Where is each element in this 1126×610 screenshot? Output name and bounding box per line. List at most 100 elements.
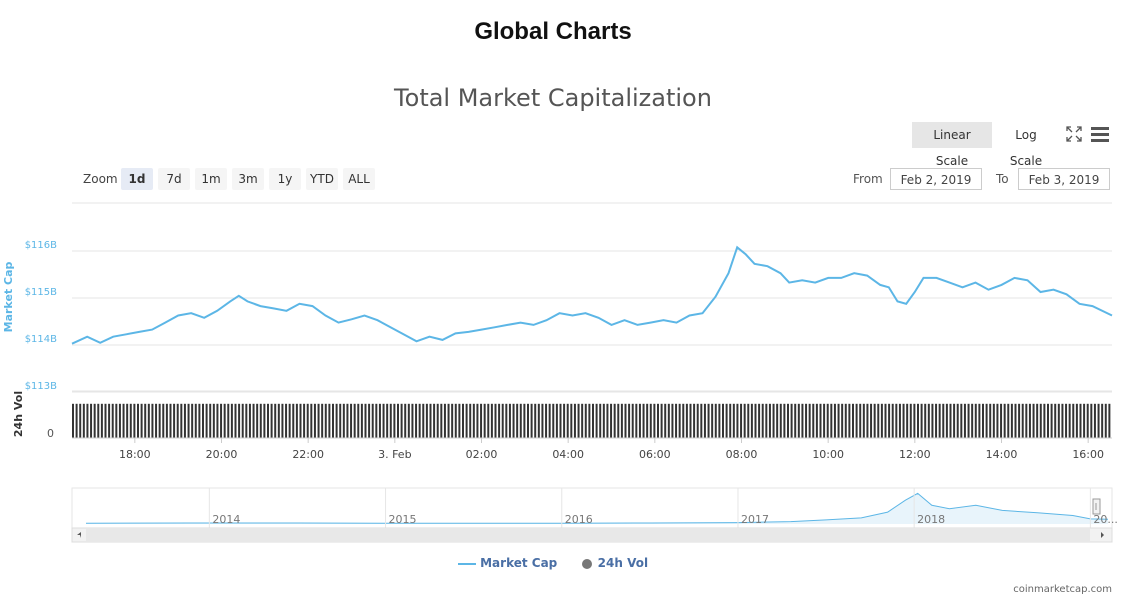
volume-bar[interactable] [238, 403, 241, 438]
volume-bar[interactable] [97, 403, 100, 438]
volume-bar[interactable] [570, 403, 573, 438]
volume-bar[interactable] [776, 403, 779, 438]
volume-bar[interactable] [953, 403, 956, 438]
volume-bar[interactable] [573, 403, 576, 438]
volume-bar[interactable] [443, 403, 446, 438]
volume-bar[interactable] [805, 403, 808, 438]
volume-bar[interactable] [523, 403, 526, 438]
volume-bar[interactable] [1079, 403, 1082, 438]
volume-bar[interactable] [920, 403, 923, 438]
volume-bar[interactable] [866, 403, 869, 438]
volume-bar[interactable] [310, 403, 313, 438]
volume-bar[interactable] [1057, 403, 1060, 438]
volume-bar[interactable] [234, 403, 237, 438]
scroll-right-arrow-icon[interactable] [1101, 532, 1104, 538]
volume-bar[interactable] [191, 403, 194, 438]
volume-bar[interactable] [1003, 403, 1006, 438]
volume-bar[interactable] [815, 403, 818, 438]
volume-bar[interactable] [996, 403, 999, 438]
volume-bar[interactable] [552, 403, 555, 438]
volume-bar[interactable] [364, 403, 367, 438]
volume-bar[interactable] [288, 403, 291, 438]
volume-bar[interactable] [378, 403, 381, 438]
volume-bar[interactable] [248, 403, 251, 438]
volume-bar[interactable] [989, 403, 992, 438]
volume-bar[interactable] [100, 403, 103, 438]
volume-bar[interactable] [299, 403, 302, 438]
volume-bar[interactable] [917, 403, 919, 438]
volume-bar[interactable] [1050, 403, 1053, 438]
volume-bar[interactable] [722, 403, 724, 438]
legend-item-24h-vol[interactable]: 24h Vol [581, 556, 648, 570]
volume-bar[interactable] [158, 403, 161, 438]
volume-bar[interactable] [942, 403, 945, 438]
volume-bar[interactable] [111, 403, 114, 438]
volume-bar[interactable] [675, 403, 678, 438]
volume-bar[interactable] [360, 403, 363, 438]
volume-bar[interactable] [108, 403, 111, 438]
volume-bar[interactable] [335, 403, 338, 438]
volume-bar[interactable] [617, 403, 620, 438]
volume-bar[interactable] [382, 403, 385, 438]
volume-bar[interactable] [202, 403, 204, 438]
volume-bar[interactable] [772, 403, 775, 438]
volume-bar[interactable] [1108, 403, 1111, 438]
volume-bar[interactable] [613, 403, 616, 438]
volume-bar[interactable] [902, 403, 905, 438]
volume-bar[interactable] [870, 403, 873, 438]
volume-bar[interactable] [183, 403, 186, 438]
volume-bar[interactable] [306, 403, 309, 438]
volume-bar[interactable] [555, 403, 558, 438]
volume-bar[interactable] [129, 403, 132, 438]
volume-bar[interactable] [155, 403, 158, 438]
volume-bar[interactable] [212, 403, 215, 438]
volume-bar[interactable] [566, 403, 569, 438]
volume-bar[interactable] [855, 403, 858, 438]
volume-bar[interactable] [397, 403, 399, 438]
volume-bar[interactable] [823, 403, 826, 438]
volume-bar[interactable] [653, 403, 656, 438]
volume-bar[interactable] [118, 403, 121, 438]
volume-bar[interactable] [498, 403, 501, 438]
volume-bar[interactable] [342, 403, 345, 438]
volume-bar[interactable] [736, 403, 739, 438]
volume-bar[interactable] [472, 403, 475, 438]
zoom-1d-button[interactable]: 1d [121, 168, 153, 190]
volume-bar[interactable] [620, 403, 623, 438]
volume-bar[interactable] [1028, 403, 1031, 438]
volume-bar[interactable] [707, 403, 710, 438]
volume-bar[interactable] [660, 403, 663, 438]
volume-bar[interactable] [1039, 403, 1042, 438]
volume-bar[interactable] [787, 403, 789, 438]
volume-bar[interactable] [411, 403, 414, 438]
volume-bar[interactable] [877, 403, 880, 438]
volume-bar[interactable] [93, 403, 96, 438]
volume-bar[interactable] [848, 403, 851, 438]
volume-bar[interactable] [303, 403, 306, 438]
volume-bar[interactable] [588, 403, 591, 438]
volume-bar[interactable] [859, 403, 862, 438]
volume-bar[interactable] [577, 403, 580, 438]
volume-bar[interactable] [545, 403, 548, 438]
volume-bar[interactable] [277, 403, 280, 438]
volume-bar[interactable] [440, 403, 443, 438]
volume-bar[interactable] [1104, 403, 1107, 438]
volume-bar[interactable] [711, 403, 714, 438]
volume-bar[interactable] [407, 403, 410, 438]
zoom-all-button[interactable]: ALL [343, 168, 375, 190]
volume-bar[interactable] [1086, 403, 1089, 438]
volume-bar[interactable] [332, 403, 334, 438]
volume-bar[interactable] [259, 403, 262, 438]
volume-bar[interactable] [880, 403, 883, 438]
volume-bar[interactable] [971, 403, 974, 438]
volume-bar[interactable] [602, 403, 605, 438]
volume-bar[interactable] [487, 403, 490, 438]
volume-bar[interactable] [223, 403, 226, 438]
volume-bar[interactable] [895, 403, 898, 438]
volume-bar[interactable] [151, 403, 154, 438]
volume-bar[interactable] [1036, 403, 1039, 438]
volume-bar[interactable] [797, 403, 800, 438]
volume-bar[interactable] [790, 403, 793, 438]
volume-bar[interactable] [685, 403, 688, 438]
volume-bar[interactable] [631, 403, 634, 438]
